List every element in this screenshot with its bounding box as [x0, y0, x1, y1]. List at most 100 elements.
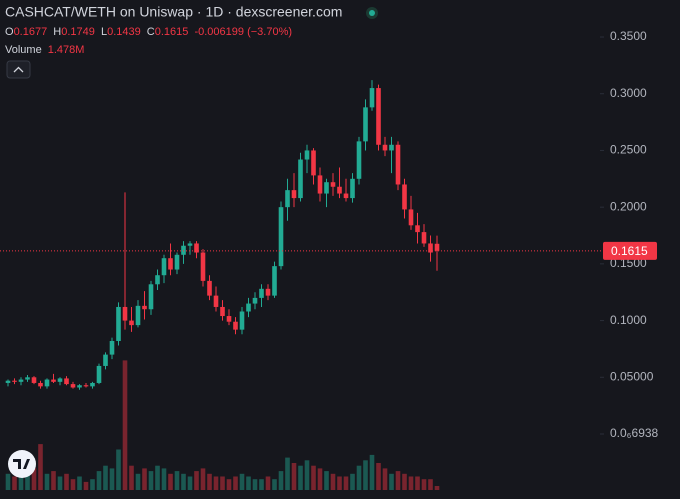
volume-bar — [428, 479, 433, 490]
volume-bar — [18, 471, 24, 490]
y-tick-label: 0.3500 — [610, 29, 647, 43]
volume-bar — [70, 479, 76, 490]
collapse-button[interactable] — [6, 60, 31, 79]
volume-bar — [226, 479, 232, 490]
volume-bar — [304, 460, 310, 490]
candle-body — [174, 254, 180, 270]
legend-key: Volume — [5, 44, 42, 56]
candle-body — [83, 385, 89, 387]
volume-bar — [259, 479, 264, 490]
legend-key: O — [5, 26, 14, 38]
candle-body — [330, 182, 336, 187]
candle-body — [337, 186, 342, 194]
volume-bar — [285, 457, 290, 490]
volume-bar — [64, 473, 69, 490]
y-tick-label: 0.05000 — [610, 369, 654, 383]
chevron-icon — [13, 66, 24, 73]
volume-bar — [129, 465, 134, 490]
last-price-box — [603, 241, 657, 260]
candle-body — [298, 159, 303, 199]
candle-body — [363, 107, 368, 142]
candle-body — [194, 243, 199, 253]
candle-body — [265, 288, 271, 296]
volume-bar — [187, 476, 193, 490]
legend-key: H — [53, 26, 61, 38]
legend-value: 0.1749 — [61, 26, 95, 38]
volume-bar — [343, 476, 349, 490]
candle-body — [246, 303, 251, 312]
candle-body — [142, 305, 147, 310]
candle-body — [285, 190, 290, 208]
candle-body — [317, 175, 323, 194]
candle-body — [64, 378, 69, 385]
candle-body — [389, 144, 394, 151]
candle-body — [220, 306, 225, 317]
volume-bar — [246, 476, 251, 490]
volume-bar — [324, 471, 329, 490]
volume-bar — [122, 360, 128, 490]
candle-body — [200, 252, 206, 281]
candle-body — [233, 321, 238, 330]
candle-body — [187, 243, 193, 246]
legend-value: 1.478M — [48, 44, 85, 56]
logo[interactable] — [8, 450, 36, 478]
candle-body — [356, 141, 362, 179]
volume-bar — [194, 471, 199, 490]
volume-bar — [402, 473, 407, 490]
candle-body — [369, 88, 375, 108]
status-dot — [369, 10, 375, 16]
candle-body — [239, 311, 245, 330]
volume-bar — [200, 468, 206, 490]
candle-body — [278, 207, 284, 267]
candle-body — [135, 305, 141, 326]
candle-body — [18, 379, 24, 382]
volume-bar — [155, 465, 160, 490]
volume-bar — [142, 468, 147, 490]
candle-body — [109, 340, 115, 355]
candle-body — [70, 384, 76, 388]
volume-bar — [5, 473, 11, 490]
volume-bar — [350, 473, 355, 490]
volume-bar — [148, 471, 154, 490]
candle-body — [428, 243, 433, 253]
candle-body — [5, 380, 11, 383]
candle-body — [181, 245, 186, 255]
candle-body — [226, 316, 232, 322]
candle-body — [161, 258, 167, 276]
candle-body — [77, 385, 82, 388]
volume-bar — [395, 471, 401, 490]
candle-body — [44, 379, 50, 387]
volume-bar — [265, 476, 271, 490]
volume-bar — [96, 471, 102, 490]
volume-bar — [311, 465, 316, 490]
volume-bar — [317, 468, 323, 490]
logo-circle[interactable] — [8, 450, 36, 478]
volume-bar — [12, 476, 17, 490]
candle-body — [415, 225, 420, 233]
volume-bar — [103, 465, 108, 490]
candle-body — [116, 306, 121, 341]
volume-bar — [31, 468, 37, 490]
candle-body — [402, 184, 407, 210]
volume-bar — [57, 476, 63, 490]
candle-body — [96, 365, 102, 383]
volume-bar — [363, 460, 368, 490]
candle-body — [103, 354, 108, 366]
volume-bar — [278, 471, 284, 490]
candle-body — [25, 377, 30, 380]
volume-bar — [389, 473, 394, 490]
candle-body — [38, 382, 43, 387]
y-tick-label: 0.2000 — [610, 199, 647, 213]
volume-bar — [116, 449, 121, 490]
button-frame[interactable] — [6, 60, 31, 79]
candle-body — [311, 150, 316, 176]
volume-bar — [38, 444, 43, 490]
candle-body — [155, 275, 160, 285]
candle-body — [207, 280, 212, 296]
volume-bar — [77, 476, 82, 490]
volume-legend: Volume 1.478M — [5, 44, 84, 56]
candle-body — [272, 266, 277, 296]
candle-body — [304, 150, 310, 160]
candle-body — [129, 320, 134, 326]
